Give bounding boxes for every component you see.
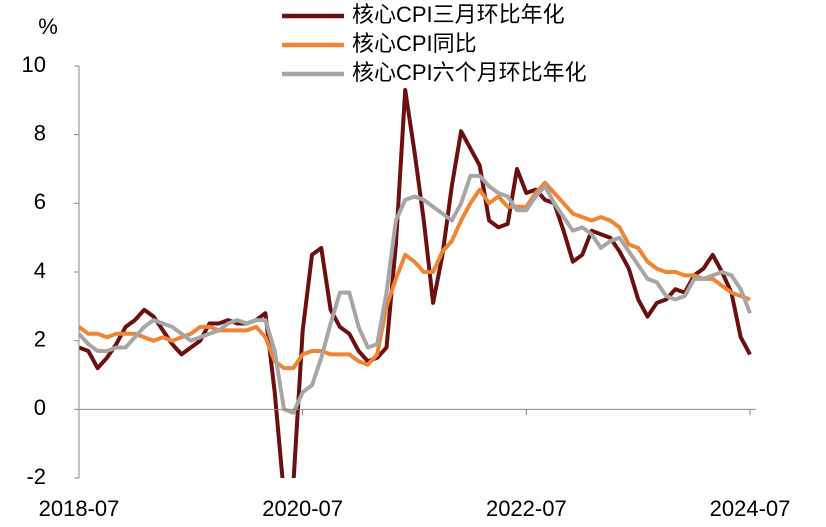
y-tick-label: 0 [34, 395, 46, 420]
y-tick-label: 2 [34, 326, 46, 351]
y-unit: % [38, 14, 58, 39]
y-tick-label: -2 [26, 464, 46, 489]
plot-area [79, 88, 752, 478]
y-tick-label: 4 [34, 258, 46, 283]
x-tick-label: 2022-07 [486, 496, 567, 521]
y-tick-label: 10 [22, 52, 46, 77]
y-tick-label: 6 [34, 189, 46, 214]
x-tick-label: 2018-07 [39, 496, 120, 521]
series-line [79, 173, 752, 415]
x-tick-label: 2024-07 [710, 496, 791, 521]
legend-label: 核心CPI同比 [352, 31, 477, 56]
legend-label: 核心CPI三月环比年化 [352, 2, 565, 27]
series-line [79, 88, 752, 478]
x-tick-label: 2020-07 [262, 496, 343, 521]
series-line [79, 180, 751, 371]
legend-label: 核心CPI六个月环比年化 [352, 60, 587, 85]
y-tick-label: 8 [34, 120, 46, 145]
